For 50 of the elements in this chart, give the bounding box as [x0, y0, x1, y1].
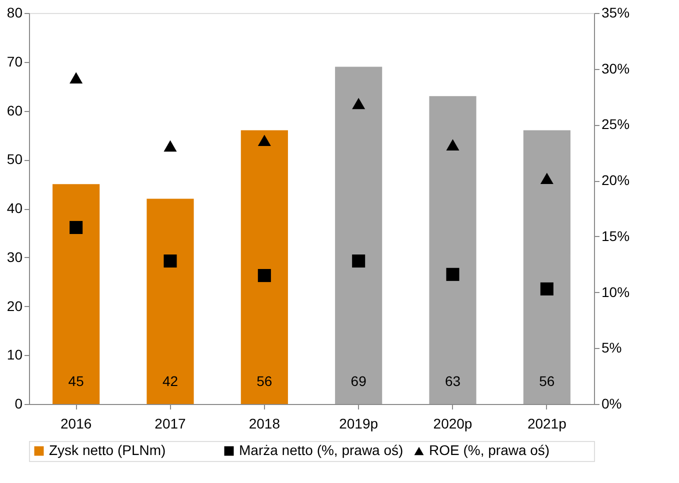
y-tick-label: 30: [6, 248, 23, 265]
bar: [52, 184, 100, 404]
legend-label: ROE (%, prawa oś): [429, 442, 550, 458]
y2-tick-label: 35%: [602, 4, 630, 20]
y-tick-label: 60: [6, 102, 23, 118]
y-tick-label: 10: [6, 346, 23, 363]
y-tick-label: 70: [6, 53, 23, 70]
point: [70, 220, 83, 234]
point: [446, 268, 460, 281]
y-tick-label: 20: [6, 298, 23, 314]
point: [446, 139, 460, 150]
point: [258, 269, 271, 282]
bar: [240, 130, 288, 404]
point: [352, 254, 366, 268]
x-tick-label: 2021p: [527, 416, 567, 432]
y-tick-label: 80: [6, 4, 23, 20]
data-label: 63: [444, 373, 461, 389]
legend-label: Zysk netto (PLNm): [49, 442, 166, 458]
y-tick-label: 40: [6, 200, 23, 216]
y2-tick-label: 0%: [602, 396, 622, 412]
x-tick-label: 2018: [248, 416, 280, 432]
y2-tick-label: 25%: [602, 116, 630, 132]
y-tick-label: 50: [6, 151, 23, 168]
point: [258, 134, 271, 146]
x-tick-label: 2016: [60, 416, 92, 432]
data-label: 69: [350, 373, 367, 389]
y2-tick-label: 10%: [602, 284, 630, 300]
x-tick-label: 2019p: [339, 416, 378, 432]
bar: [146, 198, 194, 404]
legend-label: Marża netto (%, prawa oś): [239, 442, 404, 458]
y2-tick-label: 15%: [602, 228, 630, 244]
data-label: 42: [162, 373, 178, 389]
x-tick-label: 2017: [154, 416, 186, 432]
point: [540, 282, 554, 296]
bar: [429, 96, 476, 404]
y2-tick-label: 5%: [602, 340, 622, 356]
data-label: 45: [68, 373, 84, 389]
point: [352, 98, 366, 110]
point: [164, 140, 177, 152]
bar: [335, 66, 382, 404]
data-label: 56: [256, 373, 272, 389]
y2-tick-label: 30%: [602, 60, 630, 76]
y2-tick-label: 20%: [602, 172, 630, 188]
y-tick-label: 0: [14, 396, 23, 412]
bar: [523, 130, 570, 404]
x-tick-label: 2020p: [433, 416, 472, 432]
point: [70, 72, 83, 84]
point: [164, 254, 177, 268]
data-label: 56: [539, 373, 555, 389]
point: [540, 172, 554, 184]
